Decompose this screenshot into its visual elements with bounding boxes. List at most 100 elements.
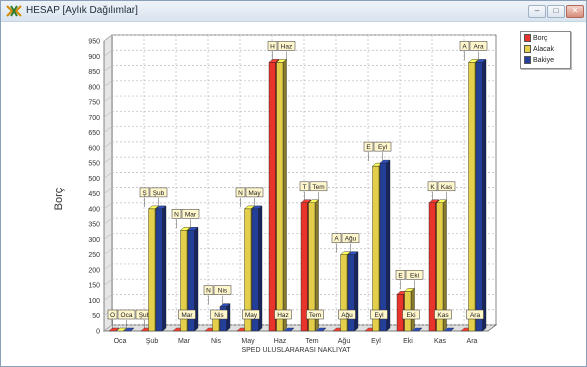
bar-bakiye [187,230,195,332]
x-tick-label: Ara [467,338,478,345]
bar-alacak [308,202,316,332]
data-label-box [171,209,182,219]
x-tick-label: Kas [434,338,447,345]
gridline-y-side [103,34,113,42]
data-label-base: Haz [277,312,289,319]
y-tick-label: 650 [88,130,100,137]
x-tick-label: Oca [114,338,127,345]
bar-top [283,327,295,332]
x-tick-label: Nis [211,338,222,345]
bar-alacak [468,62,476,332]
y-tick-label: 450 [88,191,100,198]
data-label: E [366,144,371,151]
window-title: HESAP [Aylık Dağılımlar] [26,5,138,16]
data-label-box-base [338,309,356,320]
data-label: Ara [473,43,484,50]
bar-top [108,327,120,332]
gridline-y-side [103,324,113,332]
bar-alacak [244,208,252,332]
data-label-base: May [245,312,258,319]
bar-bakiye [251,208,259,332]
data-label-box [107,309,118,320]
gridline-y-side [103,141,113,149]
bar-bakiye [347,254,355,332]
y-tick-label: 950 [88,39,100,46]
maximize-button[interactable]: □ [547,5,565,18]
data-label-box-base [434,309,452,320]
y-tick-label: 150 [88,283,100,290]
x-tick-label: Mar [178,338,191,345]
minimize-button[interactable]: – [528,5,546,18]
gridline-y-side [103,294,113,301]
data-label-box-base [402,309,420,320]
data-label-box [203,285,214,295]
data-label-box [149,187,168,198]
bar-top [315,327,327,332]
data-label-box-base [210,309,228,320]
bar-alacak [148,208,156,332]
y-tick-label: 500 [88,176,100,183]
x-tick-label: Ağu [338,338,351,345]
data-label: Oca [121,312,133,319]
legend-swatch-alacak [524,45,531,53]
data-label-box [427,181,438,192]
data-label: Şub [139,312,151,319]
data-label-box [459,41,470,51]
data-label-box [139,187,150,198]
data-label: Ş [142,190,147,197]
data-label-box [181,209,200,219]
bar-top [411,327,423,332]
legend-label-borc: Borç [533,34,548,42]
bar-side [282,58,287,332]
gridline-y-side [103,111,113,118]
bar-bakiye [475,62,483,332]
bar-alacak [212,318,220,332]
y-tick-label: 0 [96,329,100,336]
x-axis-label: SPED ULUSLARARASI NAKLIYAT [241,347,351,354]
data-label-box-base [466,309,484,320]
y-tick-label: 850 [88,69,100,76]
data-label-box [363,141,374,152]
bar-bakiye [155,208,163,332]
y-tick-label: 800 [88,84,100,91]
gridline-y-side [103,126,113,133]
legend-item-bakiye: Bakiye [524,56,554,66]
y-tick-label: 400 [88,206,100,213]
data-label-base: Kas [437,312,449,319]
data-label-base: Tem [309,312,321,319]
data-label-box [341,233,360,243]
bar-borç [428,202,436,332]
gridline-y-side [103,50,113,57]
gridline-y-side [103,233,113,240]
x-tick-label: Tem [305,338,318,345]
x-tick-label: May [241,338,255,345]
data-label-base: Ağu [341,312,353,319]
data-label: H [270,43,275,50]
data-label-base: Mar [181,312,193,319]
data-label: Haz [281,43,293,50]
legend-swatch-borc [524,34,531,42]
bar-side [162,205,167,332]
y-tick-label: 200 [88,267,100,274]
legend-swatch-bakiye [524,56,531,64]
close-button[interactable]: ✕ [566,5,584,18]
x-tick-label: Eyl [371,338,381,345]
data-label-box [331,233,342,243]
data-label: Eki [410,272,419,279]
data-label: May [248,190,261,197]
data-label-box [395,270,406,280]
title-bar[interactable]: HESAP [Aylık Dağılımlar] – □ ✕ [1,1,586,22]
data-label-box [373,141,392,152]
bar-side [410,287,415,332]
data-label-box [235,187,246,198]
data-label-base: Ara [470,312,481,319]
y-tick-label: 100 [88,298,100,305]
x-tick-label: Şub [146,338,159,345]
y-tick-label: 350 [88,222,100,229]
y-tick-label: 300 [88,237,100,244]
data-label-box-base [306,309,324,320]
bar-side [482,58,487,332]
x-tick-label: Eki [403,338,413,345]
chart-side-wall [103,34,113,332]
